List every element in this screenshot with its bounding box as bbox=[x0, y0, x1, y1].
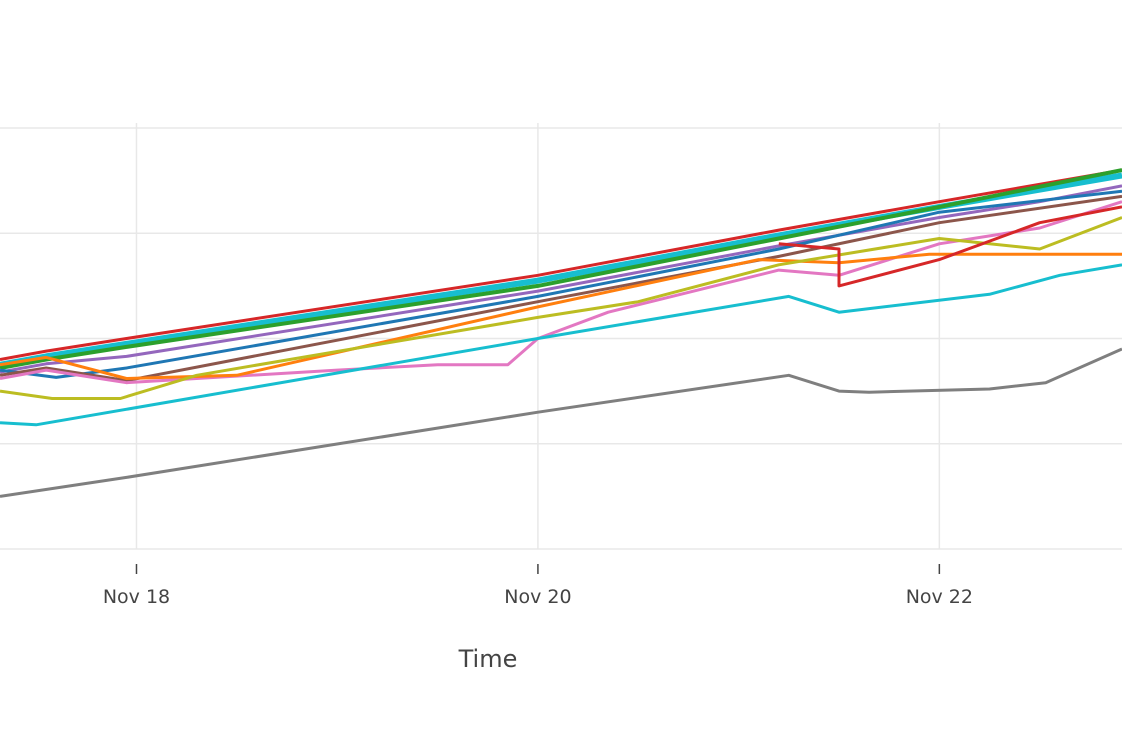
x-axis-ticks: Nov 18 Nov 20 Nov 22 bbox=[103, 564, 973, 608]
series-lines bbox=[0, 168, 1122, 498]
x-tick-label: Nov 22 bbox=[906, 586, 973, 608]
x-axis-title: Time bbox=[458, 645, 518, 673]
series-line-6 bbox=[0, 194, 1122, 383]
series-line-9 bbox=[0, 216, 1122, 400]
series-line-8 bbox=[0, 252, 1122, 380]
series-line-3 bbox=[0, 168, 1122, 370]
x-tick-label: Nov 18 bbox=[103, 586, 170, 608]
x-tick-label: Nov 20 bbox=[504, 586, 571, 608]
series-line-5 bbox=[0, 189, 1122, 379]
series-line-12 bbox=[0, 347, 1122, 498]
series-line-1 bbox=[0, 168, 1122, 361]
series-line-11 bbox=[778, 205, 1122, 288]
series-line-4 bbox=[0, 184, 1122, 374]
series-line-10 bbox=[0, 263, 1122, 427]
